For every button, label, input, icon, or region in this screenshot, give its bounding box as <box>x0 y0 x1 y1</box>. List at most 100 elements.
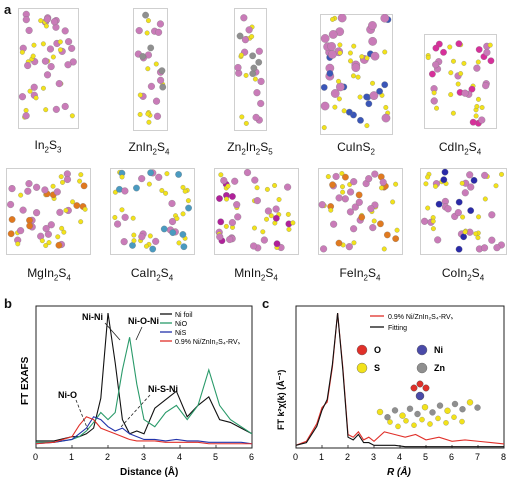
atom-22 <box>41 57 49 65</box>
atom-53 <box>327 50 337 59</box>
series-line-0 <box>295 313 505 446</box>
atom-0 <box>112 189 118 195</box>
atom-17 <box>175 171 182 178</box>
atom-44 <box>488 211 496 219</box>
atom-38 <box>425 55 431 61</box>
atom-23 <box>180 243 188 251</box>
panel-a-letter: a <box>4 2 12 17</box>
series-line-2 <box>35 416 253 445</box>
atom-22 <box>249 70 257 77</box>
atom-37 <box>61 27 69 35</box>
atom-42 <box>429 70 436 78</box>
atom-49 <box>41 186 49 194</box>
atom-48 <box>327 42 336 51</box>
atom-27 <box>459 180 465 186</box>
atom-47 <box>138 233 146 241</box>
atom-47 <box>218 172 224 178</box>
formula-text: FeIn <box>339 266 364 280</box>
atom-38 <box>351 203 359 211</box>
atom-43 <box>25 26 33 34</box>
atom-48 <box>434 236 442 244</box>
series-line-1 <box>295 313 504 448</box>
atom-40 <box>131 238 137 244</box>
atom-24 <box>487 57 495 65</box>
atom-19 <box>40 85 46 91</box>
formula-subscript: 2 <box>467 273 472 283</box>
atom-15 <box>43 243 49 249</box>
atom-1 <box>461 60 467 66</box>
exafs-chart: FT EXAFS Distance (Å) 0 1 2 3 4 5 6 Ni foil NiO… <box>20 305 254 478</box>
atom-29 <box>320 101 330 111</box>
legend-label: Ni foil <box>175 312 193 319</box>
atom-8 <box>381 81 389 89</box>
atom-43 <box>330 220 338 228</box>
formula-subscript: 4 <box>479 273 485 283</box>
atom-5 <box>18 192 24 198</box>
atom-21 <box>450 110 456 116</box>
formula-subscript: 2 <box>156 273 161 283</box>
atom-10 <box>147 82 155 90</box>
formula-subscript: 4 <box>476 147 482 157</box>
crystal-structure-7 <box>214 168 299 255</box>
formula-subscript: 2 <box>44 145 49 155</box>
atom-51 <box>155 173 163 181</box>
atom-34 <box>482 82 490 90</box>
legend-label: 0.9% Ni/ZnIn₂S₄-RVₛ <box>175 339 241 346</box>
atom-41 <box>476 214 481 220</box>
atom-26 <box>153 61 159 67</box>
atom-40 <box>435 200 443 208</box>
atom-29 <box>137 92 143 98</box>
atom-48 <box>55 80 63 88</box>
atom-2 <box>332 172 340 181</box>
formula-text: S <box>468 140 477 154</box>
atom-6 <box>145 66 151 72</box>
atom-23 <box>245 26 253 34</box>
structure-label-6: CaIn2S4 <box>97 266 207 282</box>
atom-56 <box>330 89 340 98</box>
structure-label-1: ZnIn2S4 <box>94 140 204 156</box>
atom-16 <box>423 181 429 187</box>
atom-6 <box>47 63 55 71</box>
atom-44 <box>26 222 33 230</box>
atom-4 <box>229 193 236 200</box>
formula-subscript: 2 <box>464 147 469 157</box>
atom-36 <box>359 54 365 60</box>
atom-10 <box>250 242 258 250</box>
atom-31 <box>346 208 354 216</box>
formula-subscript: 3 <box>57 145 62 155</box>
atom-28 <box>112 214 118 220</box>
atom-35 <box>27 88 33 94</box>
atom-40 <box>260 236 268 244</box>
atom-27 <box>138 175 146 183</box>
atom-1 <box>147 233 153 239</box>
atom-55 <box>381 113 391 123</box>
atom-22 <box>131 232 137 238</box>
atom-26 <box>320 245 328 253</box>
atom-24 <box>47 221 55 229</box>
atom-39 <box>321 125 327 131</box>
atom-47 <box>336 78 341 84</box>
annotation-ni-s-ni: Ni-S-Ni <box>148 384 178 394</box>
atom-13 <box>220 176 228 185</box>
atom-19 <box>339 171 345 176</box>
crystal-structure-9 <box>420 168 507 255</box>
atom-32 <box>43 107 49 113</box>
formula-subscript: 2 <box>363 273 368 283</box>
atom-25 <box>475 59 481 65</box>
atom-17 <box>158 67 166 74</box>
structure-label-5: MgIn2S4 <box>0 266 104 282</box>
formula-text: CdIn <box>438 140 465 154</box>
atom-7 <box>260 229 266 235</box>
atom-31 <box>482 196 488 202</box>
formula-subscript: 2 <box>370 147 375 157</box>
atom-legend-dot <box>356 362 368 374</box>
annotation-ni-ni: Ni-Ni <box>82 312 103 322</box>
atom-3 <box>40 41 46 47</box>
atom-40 <box>337 42 343 48</box>
atom-44 <box>376 87 383 95</box>
formula-text: S <box>160 266 169 280</box>
atom-49 <box>350 178 358 186</box>
atom-44 <box>483 48 491 56</box>
atom-47 <box>15 241 21 247</box>
atom-50 <box>357 94 363 100</box>
